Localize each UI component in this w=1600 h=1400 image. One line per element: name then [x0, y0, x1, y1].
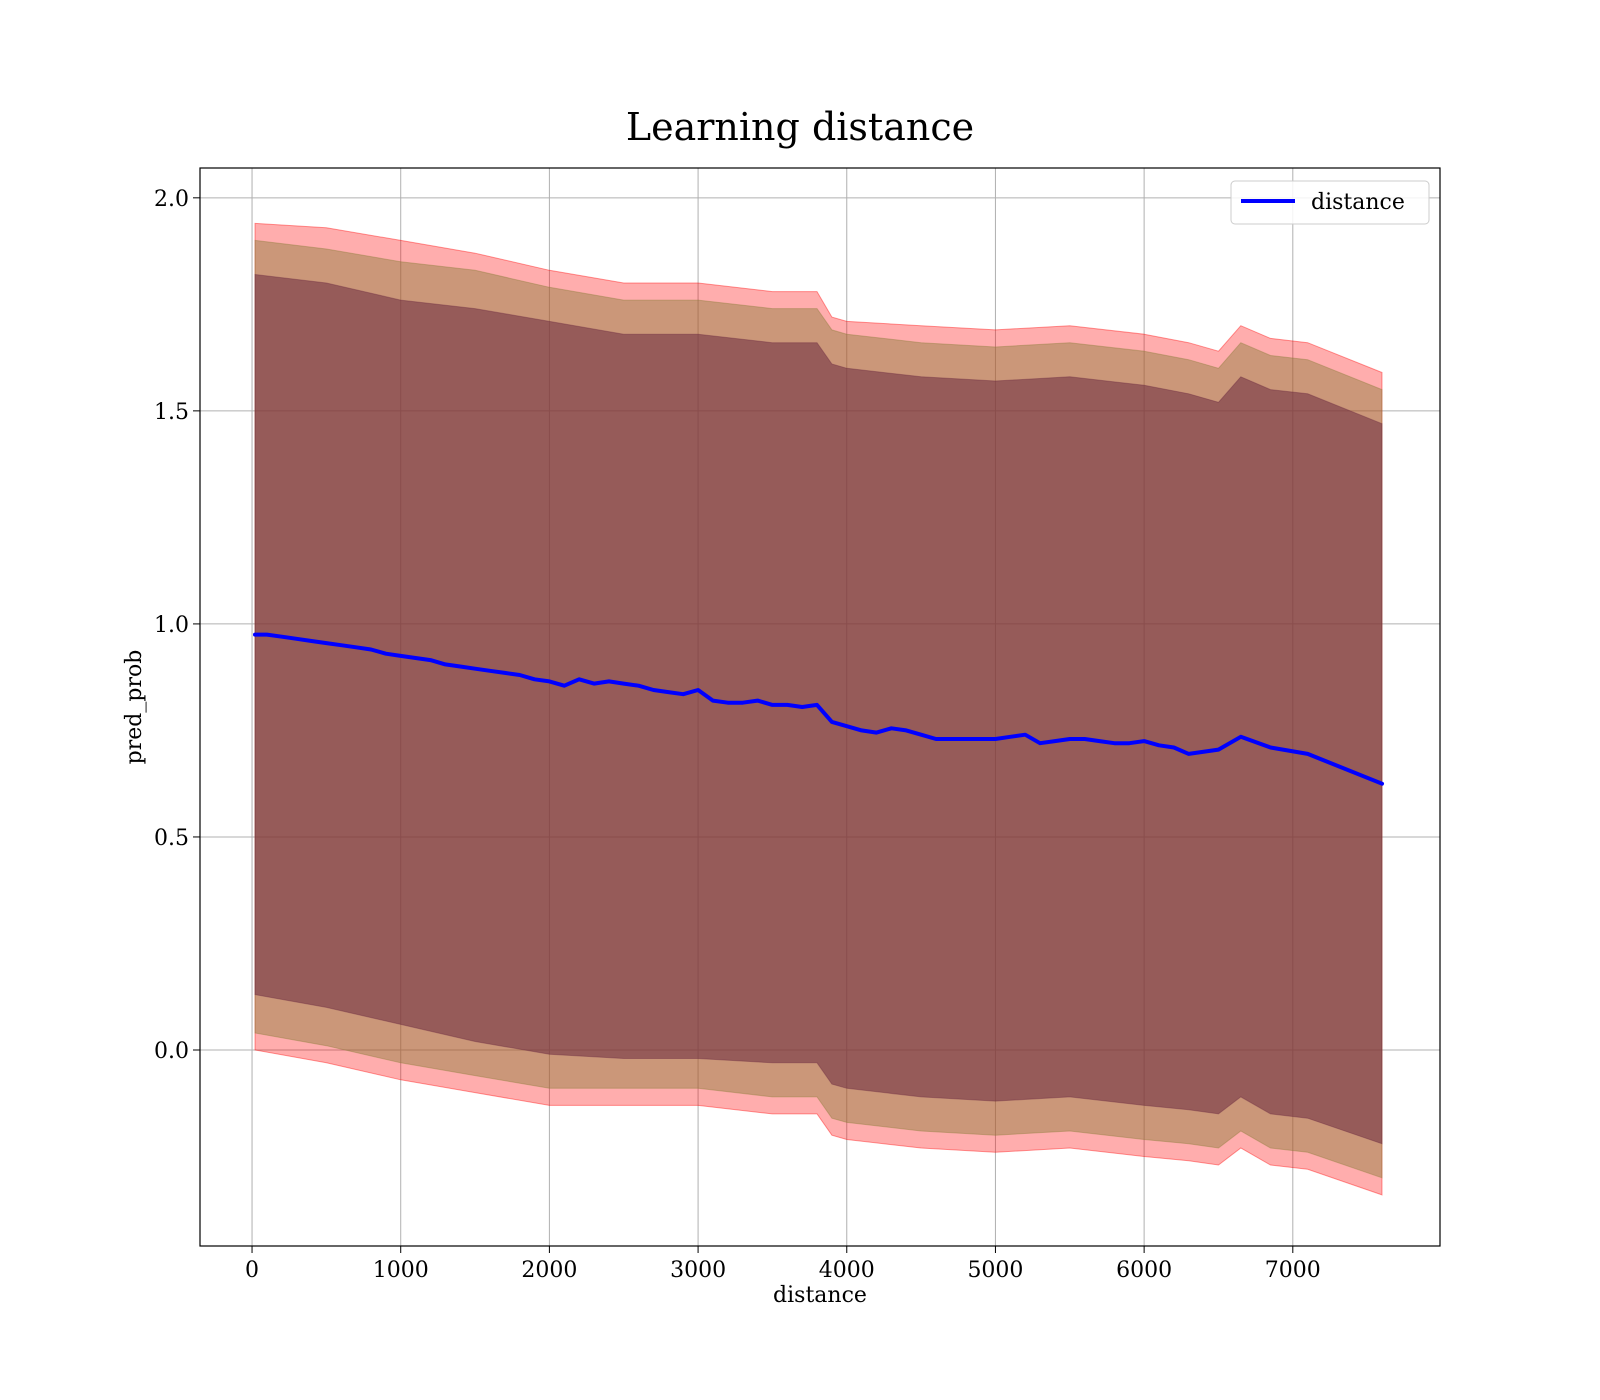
y-axis-ticks: 0.0 0.5 1.0 1.5 2.0 [154, 187, 200, 1064]
plot-frame [199, 167, 1441, 1247]
x-axis-label: distance [773, 1283, 867, 1308]
y-tick-label: 1.0 [154, 613, 189, 638]
x-tick-label: 0 [245, 1258, 259, 1283]
x-tick-label: 4000 [819, 1258, 875, 1283]
x-tick-label: 7000 [1265, 1258, 1321, 1283]
series-lines [253, 632, 1384, 786]
y-tick-label: 0.0 [154, 1039, 189, 1064]
legend: distance [1230, 180, 1430, 225]
x-tick-label: 2000 [521, 1258, 577, 1283]
x-tick-label: 3000 [670, 1258, 726, 1283]
y-tick-label: 1.5 [154, 400, 189, 425]
x-tick-label: 1000 [373, 1258, 429, 1283]
y-tick-label: 0.5 [154, 826, 189, 851]
x-tick-label: 5000 [967, 1258, 1023, 1283]
y-axis-label: pred_prob [122, 650, 147, 765]
chart-title: Learning distance [626, 105, 974, 149]
legend-box [1230, 180, 1430, 225]
x-tick-label: 6000 [1116, 1258, 1172, 1283]
legend-label: distance [1311, 190, 1405, 215]
series-line-distance [253, 632, 1384, 786]
x-axis-ticks: 0 1000 2000 3000 4000 5000 6000 7000 [245, 1246, 1321, 1283]
y-tick-label: 2.0 [154, 187, 189, 212]
